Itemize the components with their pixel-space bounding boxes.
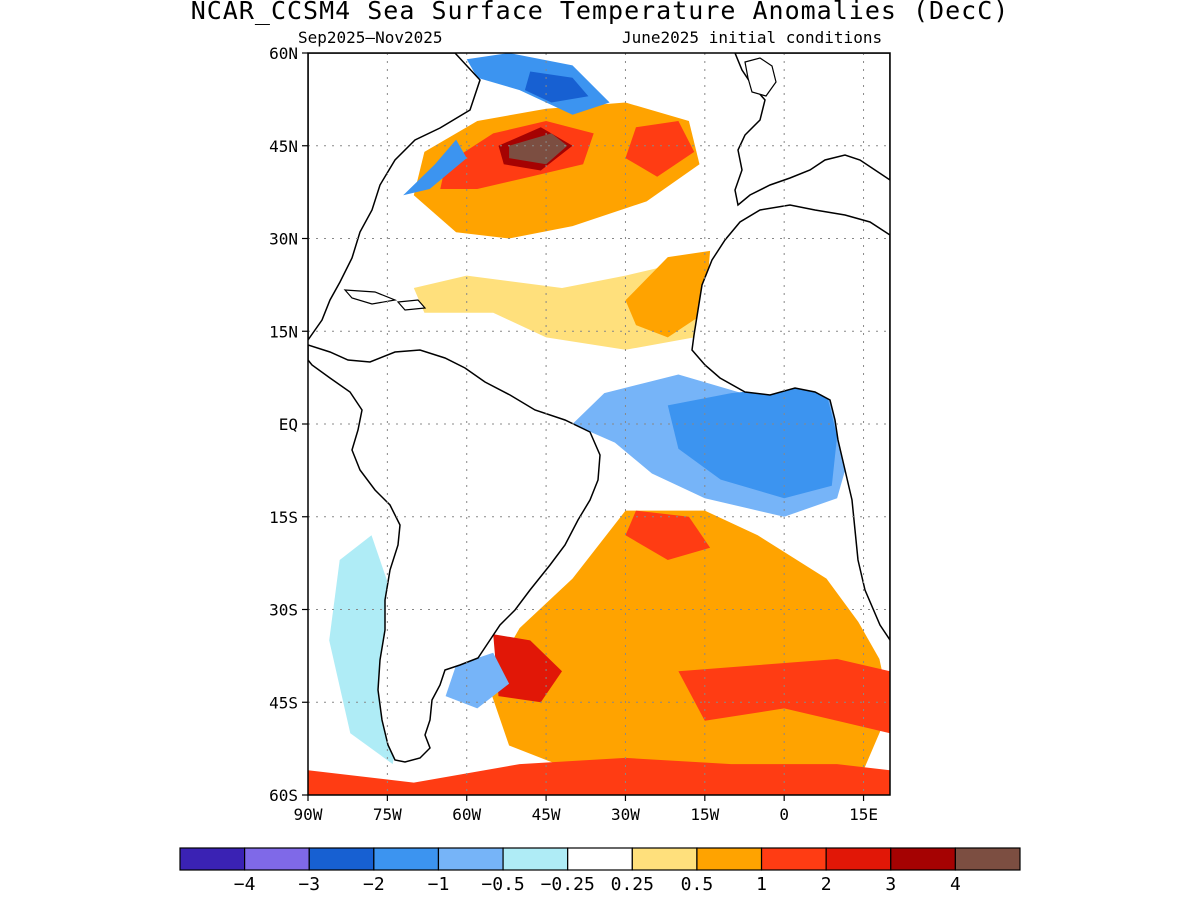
anomaly-region-11 (667, 386, 838, 499)
colorbar-swatch-6 (567, 847, 633, 871)
lon-label-2: 60W (452, 805, 481, 824)
colorbar-swatch-2 (308, 847, 375, 871)
colorbar-swatch-10 (825, 847, 892, 871)
africa-coastline (691, 204, 890, 642)
colorbar-label-4: −0.5 (481, 874, 524, 895)
anomaly-region-17 (445, 652, 510, 709)
anomaly-region-4 (625, 121, 695, 177)
colorbar-swatch-9 (760, 847, 827, 871)
anomaly-region-8 (413, 263, 711, 350)
colorbar-swatch-7 (631, 847, 698, 871)
colorbar-label-9: 2 (821, 874, 832, 895)
lon-label-6: 0 (779, 805, 789, 824)
colorbar-label-6: 0.25 (611, 874, 654, 895)
anomaly-region-3 (509, 133, 568, 165)
colorbar-swatch-1 (244, 847, 310, 871)
anomaly-region-0 (413, 102, 700, 239)
lat-label-1: 45N (269, 137, 298, 156)
anomaly-region-12 (487, 510, 890, 783)
page-title: NCAR_CCSM4 Sea Surface Temperature Anoma… (190, 0, 1010, 25)
colorbar-label-11: 4 (950, 874, 961, 895)
cuba-coastline (343, 289, 398, 305)
british-isles-coastline (744, 57, 777, 97)
lon-label-7: 15E (849, 805, 878, 824)
anomaly-region-6 (524, 71, 589, 103)
anomaly-layer (308, 53, 890, 795)
lon-label-5: 15W (690, 805, 719, 824)
lat-label-7: 45S (269, 693, 298, 712)
coastlines (308, 53, 890, 763)
lon-label-4: 30W (611, 805, 640, 824)
lat-label-0: 60N (269, 44, 298, 63)
anomaly-region-15 (678, 659, 890, 734)
map-gridlines (308, 53, 890, 795)
lat-label-4: EQ (279, 415, 298, 434)
colorbar-label-5: −0.25 (541, 874, 595, 895)
north-america-coastline (308, 53, 481, 342)
lon-label-0: 90W (294, 805, 323, 824)
latitude-labels: 60N 45N 30N 15N EQ 15S 30S 45S 60S (269, 44, 308, 805)
colorbar-label-2: −2 (363, 874, 385, 895)
lat-label-2: 30N (269, 230, 298, 249)
colorbar-swatch-11 (890, 847, 956, 871)
lat-label-8: 60S (269, 786, 298, 805)
colorbar-label-7: 0.5 (681, 874, 714, 895)
colorbar: −4 −3 −2 −1 −0.5 −0.25 0.25 0.5 1 2 3 4 (179, 847, 1021, 895)
colorbar-label-1: −3 (298, 874, 320, 895)
europe-coastline (734, 53, 890, 207)
colorbar-swatch-0 (179, 847, 246, 871)
anomaly-region-16 (308, 757, 890, 795)
colorbar-swatch-12 (954, 847, 1021, 871)
hispaniola-coastline (396, 299, 427, 311)
longitude-labels: 90W 75W 60W 45W 30W 15W 0 15E (294, 795, 878, 824)
colorbar-swatch-5 (502, 847, 569, 871)
anomaly-region-7 (403, 139, 467, 196)
lon-label-3: 45W (532, 805, 561, 824)
initial-conditions: June2025 initial conditions (622, 28, 883, 47)
colorbar-swatch-3 (373, 847, 440, 871)
anomaly-region-13 (625, 510, 711, 560)
colorbar-label-0: −4 (234, 874, 256, 895)
south-america-coastline (308, 344, 601, 763)
lat-label-3: 15N (269, 322, 298, 341)
colorbar-label-3: −1 (428, 874, 450, 895)
forecast-period: Sep2025–Nov2025 (298, 28, 443, 47)
colorbar-swatch-4 (437, 847, 504, 871)
anomaly-region-9 (625, 250, 711, 338)
colorbar-label-10: 3 (885, 874, 896, 895)
lat-label-5: 15S (269, 508, 298, 527)
lon-label-1: 75W (373, 805, 402, 824)
anomaly-region-14 (493, 634, 562, 703)
colorbar-label-8: 1 (756, 874, 767, 895)
lat-label-6: 30S (269, 601, 298, 620)
colorbar-swatch-8 (696, 847, 763, 871)
